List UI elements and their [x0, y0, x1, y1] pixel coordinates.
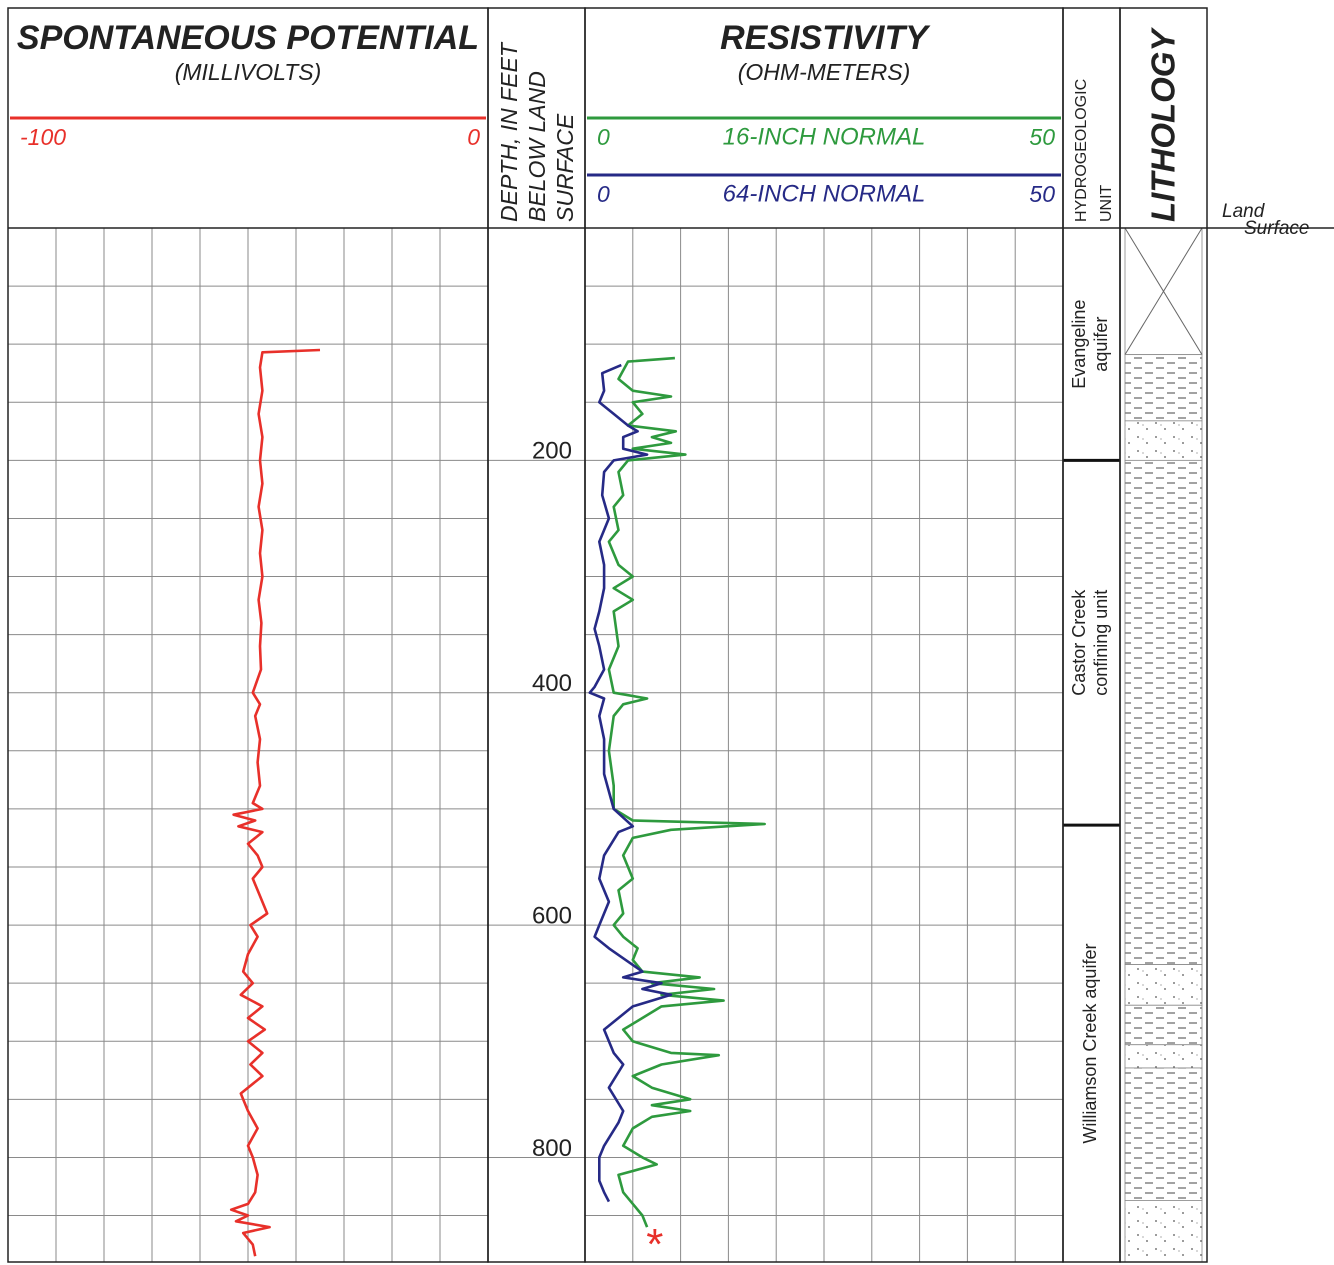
unit-name: Williamson Creek aquifer	[1080, 944, 1100, 1144]
depth-axis-label: DEPTH, IN FEET	[496, 41, 522, 222]
track-unit: (OHM-METERS)	[738, 59, 910, 85]
unit-header: UNIT	[1098, 184, 1115, 222]
legend-label: 64-INCH NORMAL	[723, 180, 926, 207]
lithology-interval	[1124, 1200, 1203, 1263]
scale-min-label: -100	[20, 124, 66, 150]
track-unit: (MILLIVOLTS)	[175, 59, 322, 85]
land-surface-label: Surface	[1244, 218, 1309, 239]
y-tick-label: 400	[532, 670, 572, 697]
lithology-interval	[1124, 1067, 1203, 1201]
lithology-interval	[1124, 420, 1203, 461]
unit-name: confining unit	[1091, 590, 1111, 696]
scale-min-label: 0	[597, 181, 610, 207]
log-curve	[229, 348, 321, 1257]
lithology-interval	[1124, 354, 1203, 422]
unit-name: Castor Creek	[1069, 589, 1089, 696]
depth-axis-label: BELOW LAND	[524, 71, 550, 222]
y-tick-label: 200	[532, 438, 572, 465]
track-title: SPONTANEOUS POTENTIAL	[17, 19, 479, 57]
annotation: *	[646, 1220, 663, 1265]
scale-max-label: 50	[1029, 124, 1055, 150]
scale-max-label: 50	[1029, 181, 1055, 207]
lithology-interval	[1124, 1004, 1203, 1046]
log-curve	[607, 356, 766, 1228]
unit-header: HYDROGEOLOGIC	[1073, 79, 1090, 222]
log-curve	[588, 363, 673, 1203]
no-sample-cross	[1124, 227, 1203, 355]
scale-max-label: 0	[467, 124, 480, 150]
track-title: RESISTIVITY	[720, 19, 931, 57]
y-tick-label: 600	[532, 902, 572, 929]
y-tick-label: 800	[532, 1135, 572, 1162]
land-surface-label: Land	[1222, 201, 1266, 222]
lithology-interval	[1124, 1044, 1203, 1069]
lithology-interval	[1124, 964, 1203, 1006]
unit-name: aquifer	[1091, 317, 1111, 372]
lithology-title: LITHOLOGY	[1145, 27, 1182, 222]
depth-axis-label: SURFACE	[552, 113, 578, 222]
scale-min-label: 0	[597, 124, 610, 150]
lithology-interval	[1124, 459, 1203, 965]
legend-label: 16-INCH NORMAL	[723, 123, 926, 150]
unit-name: Evangeline	[1069, 300, 1089, 389]
column-frame	[1119, 7, 1208, 1263]
